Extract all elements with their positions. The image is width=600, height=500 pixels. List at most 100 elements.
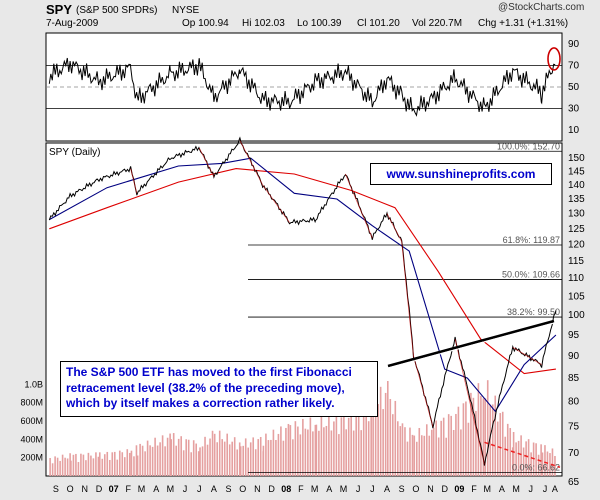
volume-bar [515,442,517,476]
volume-bar [501,411,504,476]
volume-bar [535,443,537,476]
x-axis-label: S [53,484,59,494]
volume-bar [175,445,177,476]
annotation-box: The S&P 500 ETF has moved to the first F… [60,361,378,417]
volume-bar [262,445,265,476]
x-axis-label: O [67,484,74,494]
x-axis-label: A [384,484,390,494]
price-tick-label: 95 [568,330,580,341]
price-tick-label: 140 [568,180,585,191]
x-axis-label: A [153,484,159,494]
volume-bar [367,421,370,476]
volume-bar [211,430,214,476]
volume-bar [69,453,71,476]
volume-bar [59,460,61,476]
volume-bar [525,441,527,476]
volume-bar [404,427,406,476]
volume-bar [294,421,297,476]
volume-bar [195,443,197,476]
volume-bar [362,402,365,476]
volume-bar [209,438,211,476]
fibonacci-label: 50.0%: 109.66 [502,269,560,279]
ma50-line [49,157,557,413]
volume-bar [360,430,362,476]
x-axis-label: F [471,484,477,494]
chart-symbol: SPY [46,2,73,17]
volume-bar [236,449,239,476]
volume-bar [166,437,169,476]
rsi-tick-label: 50 [568,82,580,93]
low-price: Lo 100.39 [297,18,342,29]
volume-bar [440,420,442,476]
high-price: Hi 102.03 [242,18,285,29]
volume-bar [146,440,149,476]
volume-bar [51,463,54,476]
volume-bar [435,420,437,476]
volume-bar [233,437,236,476]
volume-bar [411,434,414,476]
volume-bar [537,454,540,476]
volume-bar [239,446,242,476]
volume-bar [282,440,285,476]
x-axis-label: 07 [109,484,119,494]
fibonacci-label: 61.8%: 119.87 [503,235,560,245]
x-axis-label: M [340,484,348,494]
price-tick-label: 90 [568,351,580,362]
volume-bar [423,435,426,476]
volume-bar [77,462,80,476]
x-axis-label: J [197,484,202,494]
x-axis-label: S [399,484,405,494]
volume-bar [172,433,175,476]
sunshineprofits-link[interactable]: www.sunshineprofits.com [370,163,552,185]
x-axis-label: J [356,484,361,494]
volume-tick-label: 200M [20,453,43,463]
x-axis-label: A [552,484,558,494]
volume-tick-label: 600M [20,416,43,426]
volume-bar [323,427,325,476]
volume-bar [299,434,302,476]
volume-bar [450,415,452,476]
volume-bar [252,437,255,476]
volume-bar [103,454,106,476]
price-tick-label: 120 [568,240,585,251]
x-axis-label: D [441,484,448,494]
x-axis-label: J [183,484,188,494]
volume-bar [333,421,335,476]
annotation-pointer [387,319,555,368]
volume-bar [372,393,374,476]
volume-bar [549,453,551,476]
volume-bar [141,445,144,476]
volume-bar [277,433,280,476]
change-readout: Chg +1.31 (+1.31%) [478,18,569,29]
price-tick-label: 130 [568,209,585,220]
volume-bar [499,413,502,476]
x-axis-label: J [543,484,548,494]
volume-bar [111,452,114,476]
volume-bar [325,425,328,476]
volume-readout: Vol 220.7M [412,18,463,29]
volume-bar [216,442,219,476]
volume-bar [302,418,304,476]
volume-bar [409,427,411,476]
volume-bar [394,400,397,476]
volume-bar [257,439,260,476]
volume-bar [192,440,195,476]
down-segment [386,213,403,242]
volume-bar [82,454,85,476]
volume-bar [154,437,156,476]
volume-bar [265,433,267,476]
volume-bar [330,430,333,476]
x-axis-label: 09 [454,484,464,494]
volume-bar [382,409,384,476]
x-axis-label: N [254,484,261,494]
volume-bar [238,442,241,476]
x-axis-label: M [311,484,319,494]
price-tick-label: 110 [568,273,584,284]
x-axis-label: J [370,484,375,494]
down-segment [401,241,414,356]
volume-bar [201,446,204,476]
x-axis-label: S [226,484,232,494]
volume-bar [213,433,216,476]
volume-bar [544,445,546,476]
volume-bar [540,444,542,476]
